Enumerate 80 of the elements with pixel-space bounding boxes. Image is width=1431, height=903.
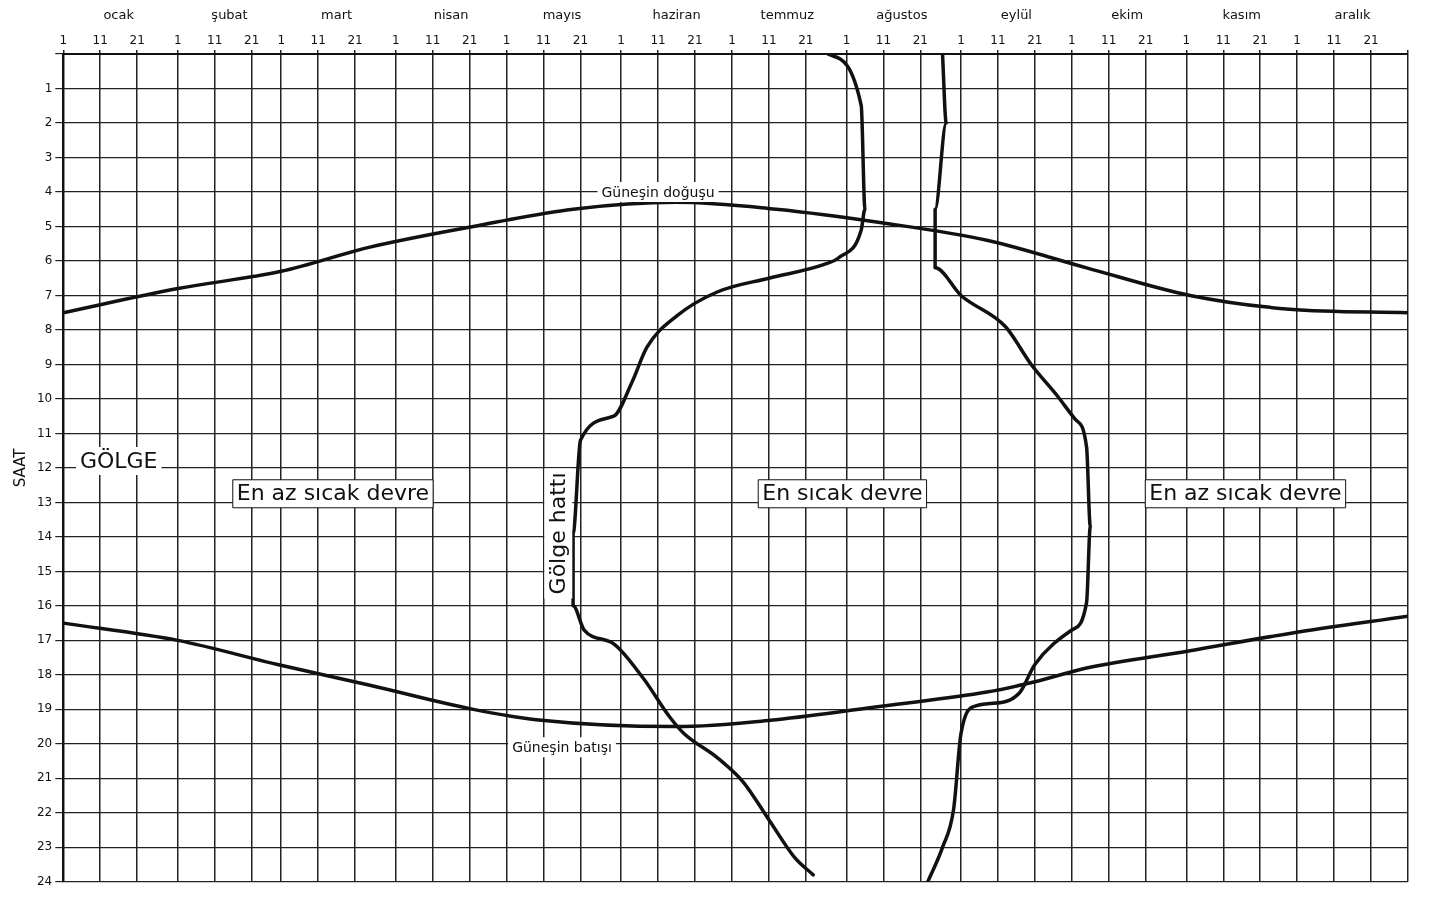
x2-tick-label: şubat [211, 7, 248, 23]
y-tick-label: 8 [44, 322, 53, 337]
x-tick-label: 1 [59, 32, 68, 47]
x-tick-label: 11 [92, 32, 108, 47]
x2-tick-label: kasım [1222, 7, 1261, 23]
y-tick-label: 24 [36, 873, 53, 888]
x-tick-label: 21 [1252, 32, 1268, 47]
x-tick-label: 21 [462, 32, 478, 47]
x-tick-label: 11 [535, 32, 552, 47]
x-tick-label: 21 [798, 32, 814, 47]
x-tick-label: 21 [347, 32, 363, 47]
y-tick-label: 18 [36, 666, 53, 681]
x2-tick-label: mart [321, 7, 353, 23]
y-tick-label: 21 [36, 770, 53, 785]
x-tick-label: 1 [1293, 32, 1301, 47]
annotation: Güneşin doğuşu [601, 183, 715, 200]
y-tick-label: 12 [36, 460, 53, 475]
y-tick-label: 13 [36, 494, 53, 509]
y-tick-label: 15 [36, 563, 53, 578]
x-tick-label: 11 [1215, 32, 1231, 47]
x-tick-label: 21 [129, 32, 145, 47]
y-tick-label: 23 [36, 839, 53, 854]
annotation: En sıcak devre [762, 480, 923, 506]
x-tick-label: 1 [173, 32, 182, 47]
y-tick-label: 7 [44, 287, 53, 302]
annotation: En az sıcak devre [236, 480, 430, 506]
y-tick-label: 20 [36, 735, 53, 750]
x2-tick-label: mayıs [542, 7, 582, 23]
annotation: Gölge hattı [545, 472, 571, 595]
x2-tick-label: ocak [103, 7, 135, 23]
y-tick-label: 3 [44, 149, 53, 164]
x-tick-label: 11 [875, 32, 892, 47]
x-tick-label: 11 [650, 32, 666, 47]
x-tick-label: 21 [572, 32, 589, 47]
x-tick-label: 1 [957, 32, 965, 47]
x-tick-label: 11 [990, 32, 1006, 47]
annotation: En az sıcak devre [1149, 480, 1342, 506]
x-tick-label: 11 [310, 32, 326, 47]
annotation: Güneşin batışı [512, 738, 612, 755]
x-tick-label: 21 [1027, 32, 1043, 47]
x-tick-label: 21 [687, 32, 703, 47]
y-tick-label: 17 [36, 632, 53, 647]
y-tick-label: 19 [36, 701, 53, 716]
x2-tick-label: aralık [1334, 7, 1372, 23]
y-tick-label: 9 [44, 356, 53, 371]
x-tick-label: 11 [1326, 32, 1342, 47]
x2-tick-label: ekim [1111, 7, 1144, 23]
x-tick-label: 21 [1138, 32, 1154, 47]
y-tick-label: 5 [44, 218, 53, 233]
y-tick-label: 4 [44, 184, 53, 199]
x2-tick-label: nisan [433, 7, 469, 23]
x-tick-label: 1 [391, 32, 400, 47]
x2-tick-label: temmuz [760, 7, 815, 23]
x-tick-label: 21 [912, 32, 928, 47]
y-tick-label: 16 [36, 597, 53, 612]
y-tick-label: 22 [36, 804, 53, 819]
x-tick-label: 1 [728, 32, 736, 47]
x-tick-label: 21 [244, 32, 260, 47]
x-tick-label: 1 [1182, 32, 1191, 47]
y-tick-label: 14 [36, 529, 53, 544]
x-tick-label: 11 [761, 32, 777, 47]
y-tick-label: 11 [36, 425, 53, 440]
x-tick-label: 1 [1068, 32, 1076, 47]
x-tick-label: 1 [842, 32, 851, 47]
y-tick-label: 6 [44, 253, 53, 268]
y-axis-title: SAAT [10, 447, 29, 488]
x-tick-label: 1 [617, 32, 625, 47]
x-tick-label: 11 [1101, 32, 1117, 47]
x-tick-label: 11 [425, 32, 441, 47]
x2-tick-label: haziran [652, 7, 701, 23]
x-tick-label: 21 [1363, 32, 1379, 47]
y-tick-label: 2 [44, 115, 53, 130]
x2-tick-label: ağustos [876, 7, 928, 23]
annotation: GÖLGE [79, 447, 158, 473]
y-tick-label: 10 [36, 391, 53, 406]
x-tick-label: 11 [207, 32, 223, 47]
y-tick-label: 1 [44, 80, 53, 95]
x-tick-label: 1 [502, 32, 511, 47]
x-tick-label: 1 [277, 32, 286, 47]
x2-tick-label: eylül [1000, 7, 1032, 23]
